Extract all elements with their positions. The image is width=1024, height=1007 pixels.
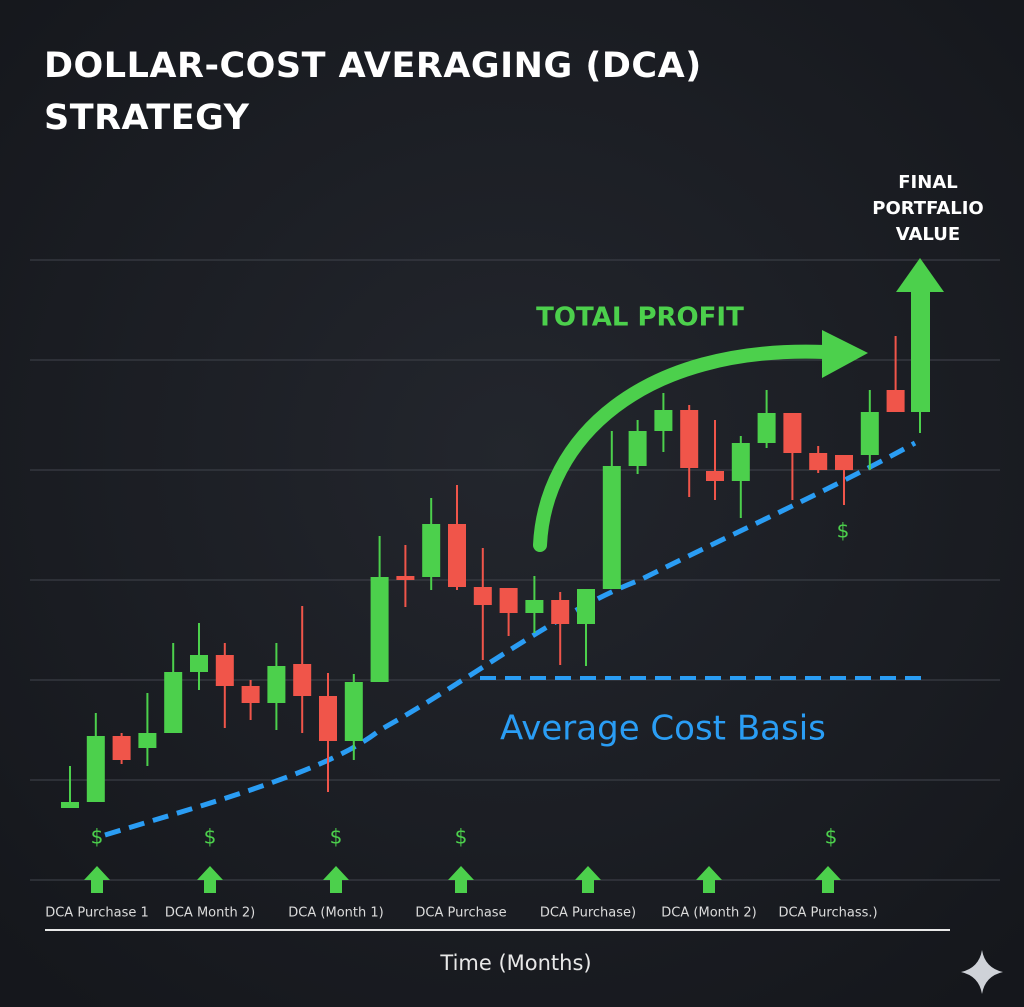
candle-body: [190, 655, 208, 672]
x-axis-label: Time (Months): [439, 951, 591, 975]
candle-body: [215, 655, 234, 686]
buy-arrow: [815, 866, 841, 893]
dollar-marker: $: [455, 825, 468, 849]
buy-arrow: [323, 866, 349, 893]
candle-body: [86, 736, 105, 802]
purchase-label: DCA (Month 2): [661, 906, 756, 921]
buy-arrow: [575, 866, 601, 893]
cost-basis-label: Average Cost Basis: [500, 709, 826, 749]
candle-body: [783, 413, 802, 453]
final-label: FINAL PORTFALIO VALUE: [872, 172, 984, 245]
profit-label: TOTAL PROFIT: [536, 303, 744, 333]
candle-body: [344, 682, 363, 741]
candle-body: [293, 664, 312, 696]
candle-body: [602, 466, 621, 589]
candle-body: [164, 672, 183, 733]
purchases: $ $ $ $ $ $ DCA Purchase 1 DCA Month 2) DCA (Mon…: [45, 519, 877, 921]
candle-body: [138, 733, 157, 748]
purchase-label: DCA Purchass.): [778, 906, 877, 921]
candle-body: [654, 410, 673, 431]
candle-body: [757, 413, 776, 443]
buy-arrow: [197, 866, 223, 893]
buy-arrow: [696, 866, 722, 893]
purchase-label: DCA Purchase 1: [45, 906, 149, 921]
buy-arrow: [84, 866, 110, 893]
trend-line: [104, 440, 917, 838]
candle-body: [809, 453, 828, 470]
purchase-label: DCA Purchase): [540, 906, 636, 921]
candle-body: [628, 431, 647, 466]
candles: [61, 336, 905, 808]
sparkle-icon: [961, 950, 1003, 994]
candle-body: [319, 696, 337, 741]
candle-body: [267, 666, 286, 703]
candle-body: [473, 587, 492, 605]
dollar-marker: $: [837, 519, 850, 543]
dollar-marker: $: [330, 825, 343, 849]
candle-body: [551, 600, 570, 624]
candle-body: [860, 412, 879, 455]
purchase-label: DCA Month 2): [165, 906, 255, 921]
candle-body: [577, 589, 595, 624]
dollar-marker: $: [825, 825, 838, 849]
candle-body: [525, 600, 544, 613]
final-arrowhead: [896, 258, 944, 292]
candle-body: [706, 471, 724, 481]
candle-body: [499, 588, 518, 613]
candle-body: [886, 390, 905, 412]
candle-body: [241, 686, 260, 703]
profit-arrow: [533, 344, 832, 552]
buy-arrow: [448, 866, 474, 893]
candle-body: [731, 443, 750, 481]
dollar-marker: $: [91, 825, 104, 849]
final-arrow: [911, 290, 930, 412]
candle-body: [422, 524, 441, 577]
candle-body: [680, 410, 699, 468]
dollar-marker: $: [204, 825, 217, 849]
profit-arrowhead: [822, 330, 868, 378]
purchase-label: DCA (Month 1): [288, 906, 383, 921]
candle-body: [835, 455, 853, 470]
candle-body: [396, 576, 415, 580]
candle-body: [370, 577, 389, 682]
candle-body: [61, 802, 79, 808]
candle-body: [112, 736, 131, 760]
chart-title: DOLLAR-COST AVERAGING (DCA) STRATEGY: [44, 46, 702, 138]
purchase-label: DCA Purchase: [415, 906, 506, 921]
candle-body: [448, 524, 466, 587]
